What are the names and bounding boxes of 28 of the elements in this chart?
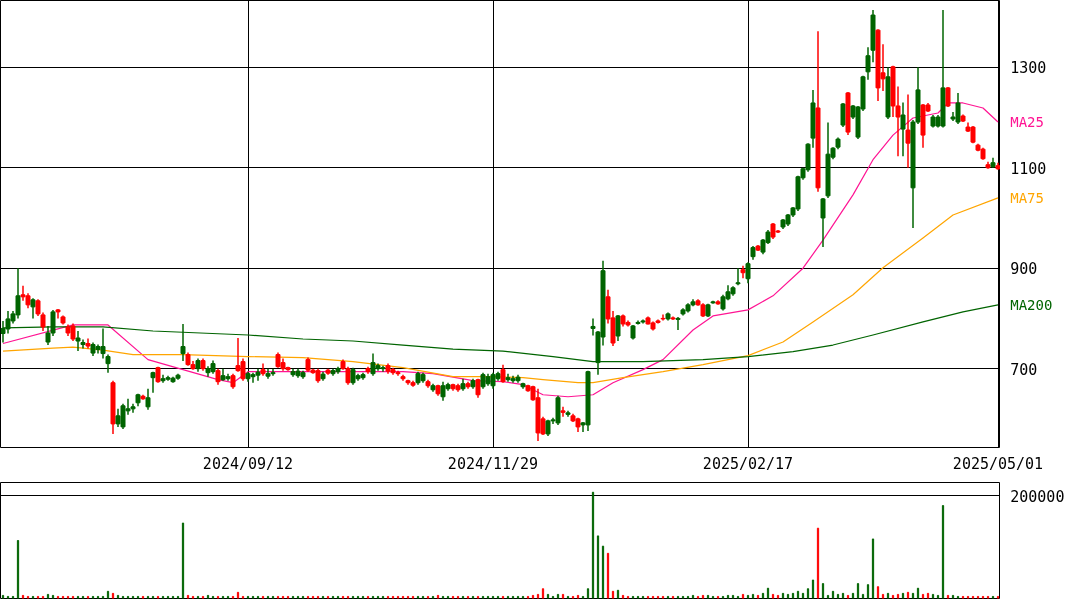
y-tick-label: 900	[1010, 260, 1038, 279]
series-label: MA75	[1010, 189, 1044, 206]
line-series	[2, 102, 999, 398]
y-tick-label: 200000	[1010, 487, 1065, 506]
x-tick-label: 2024/09/12	[202, 454, 294, 473]
x-tick-label: 2025/02/17	[702, 454, 794, 473]
series-label: MA200	[1010, 296, 1053, 313]
line-series	[2, 197, 999, 384]
y-tick-label: 1300	[1010, 59, 1047, 78]
candlestick	[145, 387, 151, 411]
y-tick-label: 1100	[1010, 159, 1047, 178]
candlestick	[820, 197, 826, 248]
x-tick-label: 2025/05/01	[952, 454, 1044, 473]
series-label: MA25	[1010, 114, 1044, 131]
candlestick	[735, 267, 741, 287]
candlestick	[675, 316, 681, 331]
candlestick	[840, 102, 846, 128]
line-series	[2, 304, 999, 363]
candlestick	[615, 314, 621, 342]
candlestick	[905, 93, 911, 169]
candlestick	[900, 101, 906, 157]
candlestick	[560, 406, 566, 418]
candlestick	[440, 380, 446, 402]
candlestick	[500, 363, 506, 384]
candlestick	[30, 297, 36, 320]
x-tick-label: 2024/11/29	[447, 454, 539, 473]
candlestick	[745, 261, 751, 285]
y-tick-label: 700	[1010, 360, 1038, 379]
